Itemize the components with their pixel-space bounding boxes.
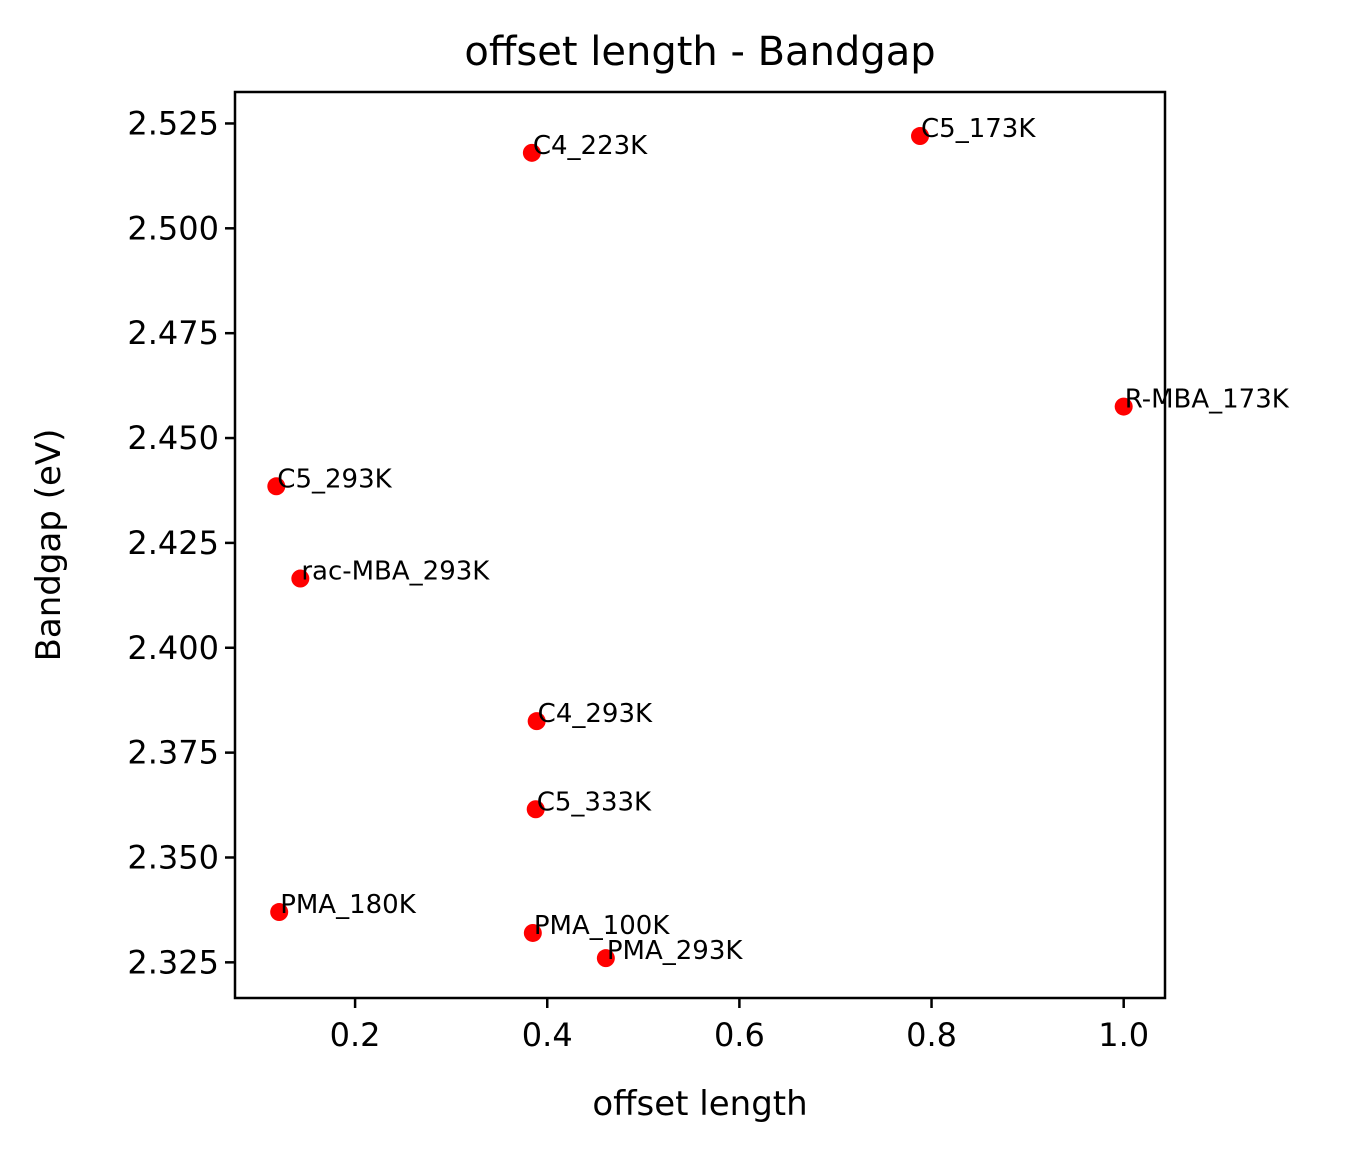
- y-axis-label: Bandgap (eV): [29, 429, 69, 662]
- data-point: [291, 569, 310, 588]
- y-tick-label: 2.475: [127, 314, 219, 352]
- data-point-label: PMA_293K: [607, 936, 744, 966]
- data-point-label: C4_293K: [538, 699, 653, 729]
- data-point-label: C5_293K: [277, 464, 392, 494]
- data-point: [526, 800, 545, 819]
- y-tick-label: 2.325: [127, 943, 219, 981]
- x-tick-label: 0.2: [330, 1016, 381, 1054]
- data-point: [596, 949, 615, 968]
- x-tick-label: 0.4: [522, 1016, 573, 1054]
- data-point: [270, 903, 289, 922]
- data-point-label: C4_223K: [533, 131, 648, 161]
- plot-area: [233, 90, 1167, 1000]
- data-point-label: R-MBA_173K: [1125, 385, 1290, 415]
- data-point: [522, 143, 541, 162]
- data-point: [267, 477, 286, 496]
- data-point-label: PMA_180K: [280, 890, 417, 920]
- x-axis: 0.2 0.4 0.6 0.8 1.0: [330, 998, 1149, 1054]
- x-tick-label: 1.0: [1098, 1016, 1149, 1054]
- plot-frame: [233, 90, 1167, 1000]
- y-tick-label: 2.500: [127, 209, 219, 247]
- x-axis-label: offset length: [592, 1084, 807, 1124]
- data-point-label: C5_173K: [921, 114, 1036, 144]
- y-axis: 2.325 2.350 2.375 2.400 2.425 2.450 2.475 2.500…: [127, 104, 235, 981]
- y-tick-label: 2.400: [127, 629, 219, 667]
- data-point-label: C5_333K: [537, 787, 652, 817]
- data-point-label: rac-MBA_293K: [301, 557, 490, 587]
- data-point: [523, 923, 542, 942]
- data-point: [1114, 397, 1133, 416]
- y-tick-label: 2.375: [127, 734, 219, 772]
- chart-title: offset length - Bandgap: [464, 29, 935, 75]
- y-tick-label: 2.525: [127, 104, 219, 142]
- y-tick-label: 2.350: [127, 838, 219, 876]
- y-tick-label: 2.425: [127, 524, 219, 562]
- x-tick-label: 0.6: [714, 1016, 765, 1054]
- data-points: C4_223K C5_173K R-MBA_173K C5_293K rac-MBA_2…: [267, 114, 1290, 968]
- data-point-label: PMA_100K: [534, 911, 671, 941]
- y-tick-label: 2.450: [127, 419, 219, 457]
- x-tick-label: 0.8: [906, 1016, 957, 1054]
- data-point: [527, 712, 546, 731]
- data-point: [911, 127, 930, 146]
